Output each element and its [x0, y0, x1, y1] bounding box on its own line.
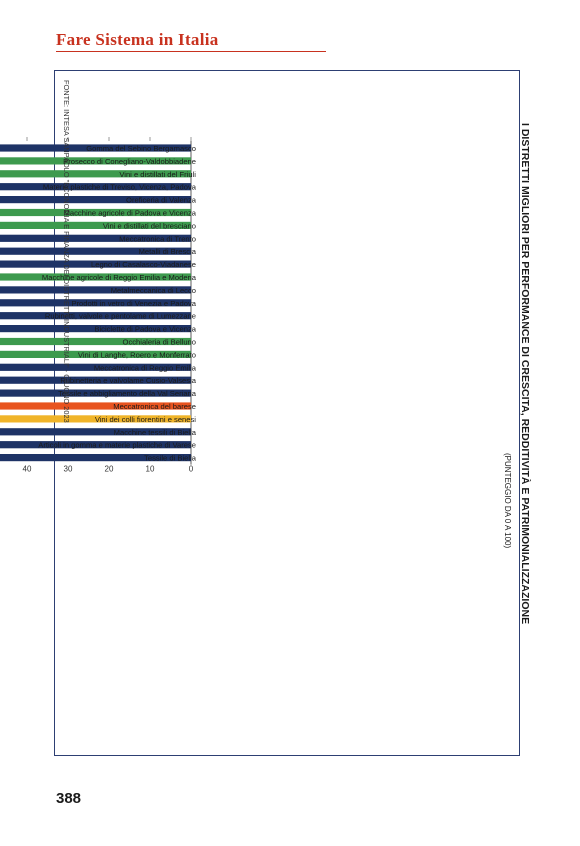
x-tick-label: 20 — [105, 465, 114, 474]
bar — [0, 415, 191, 423]
bar — [0, 208, 191, 217]
category-label: Metalmeccanica di Lecco — [111, 286, 196, 295]
category-labels-group: Gomma del Sebino Bergamasco Prosecco di C… — [38, 144, 196, 463]
bar — [0, 170, 191, 178]
bar — [0, 299, 191, 307]
chart-title: I distretti migliori per performance di … — [519, 123, 532, 624]
chart-frame — [54, 70, 520, 756]
category-label: Vini e distillati del Friuli — [119, 170, 196, 179]
category-label: Legno di Casalasco-Viadanese — [91, 260, 196, 269]
category-label: Occhialeria di Belluno — [123, 338, 196, 347]
bar — [0, 221, 191, 230]
x-tick-label: 30 — [64, 465, 73, 474]
header-divider — [56, 51, 326, 52]
bar — [0, 183, 191, 191]
category-label: Gomma del Sebino Bergamasco — [86, 144, 196, 153]
bar — [0, 428, 191, 436]
bar — [0, 273, 191, 281]
category-label: Oreficeria di Valenza — [126, 196, 197, 205]
category-label: Materie plastiche di Treviso, Vicenza, P… — [43, 183, 197, 192]
bar — [0, 402, 191, 410]
bar — [0, 286, 191, 294]
x-tick-label: 0 — [189, 465, 194, 474]
category-label: Rubinetteria e valvolame Cusio-Valsesia — [60, 376, 197, 385]
source-note: Fonte: Intesa Sanpaolo "Economia e finan… — [62, 80, 71, 423]
category-label: Meccatronica del barese — [113, 402, 196, 411]
header-title: Fare Sistema in Italia — [56, 30, 219, 49]
bar — [0, 363, 191, 371]
bar — [0, 454, 191, 462]
bar — [0, 325, 191, 333]
category-label: Prosecco di Conegliano-Valdobbiadene — [63, 157, 196, 166]
category-label: Articoli in gomma e materie plastiche di… — [38, 441, 196, 450]
category-label: Vini di Langhe, Roero e Monferrato — [78, 350, 196, 359]
chart-subtitle: (punteggio da 0 a 100) — [503, 453, 512, 548]
category-label: Macchine agricole di Padova e Vicenza — [64, 209, 197, 218]
bar — [0, 196, 191, 204]
bar — [0, 260, 191, 268]
bar — [0, 144, 191, 152]
bar — [0, 389, 191, 397]
category-label: Vini e distillati del bresciano — [103, 221, 196, 230]
x-tick-label: 10 — [146, 465, 155, 474]
category-label: Meccatronica di Reggio Emilia — [94, 363, 197, 372]
bar — [0, 234, 191, 242]
category-label: Macchine tessili di Biella — [114, 428, 197, 437]
category-label: Biciclette di Padova e Vicenza — [94, 325, 196, 334]
category-label: Tessile e abbigliamento della Val Serian… — [58, 389, 197, 398]
category-label: Metalli di Brescia — [139, 247, 197, 256]
bar — [0, 312, 191, 320]
bar — [0, 157, 191, 165]
bar — [0, 376, 191, 384]
bar — [0, 337, 191, 346]
category-label: Vini dei colli fiorentini e senesi — [95, 415, 196, 424]
bars-group — [0, 144, 191, 462]
bar — [0, 350, 191, 358]
category-label: Meccatronica di Trento — [119, 234, 196, 243]
category-label: Prodotti in vetro di Venezia e Padova — [71, 299, 196, 308]
x-tick-label: 40 — [23, 465, 32, 474]
page-number: 388 — [56, 790, 82, 807]
x-ticks-group: 0102030405060708090 — [23, 137, 194, 474]
bar — [0, 441, 191, 449]
category-label: Rubinetti, valvole e pentolame di Lumezz… — [45, 312, 196, 321]
category-label: Macchine agricole di Reggio Emilia e Mod… — [42, 273, 197, 282]
category-label: Tessile di Biella — [144, 454, 197, 463]
bar — [0, 247, 191, 255]
plot-area: I distretti migliori per performance di … — [0, 123, 532, 624]
